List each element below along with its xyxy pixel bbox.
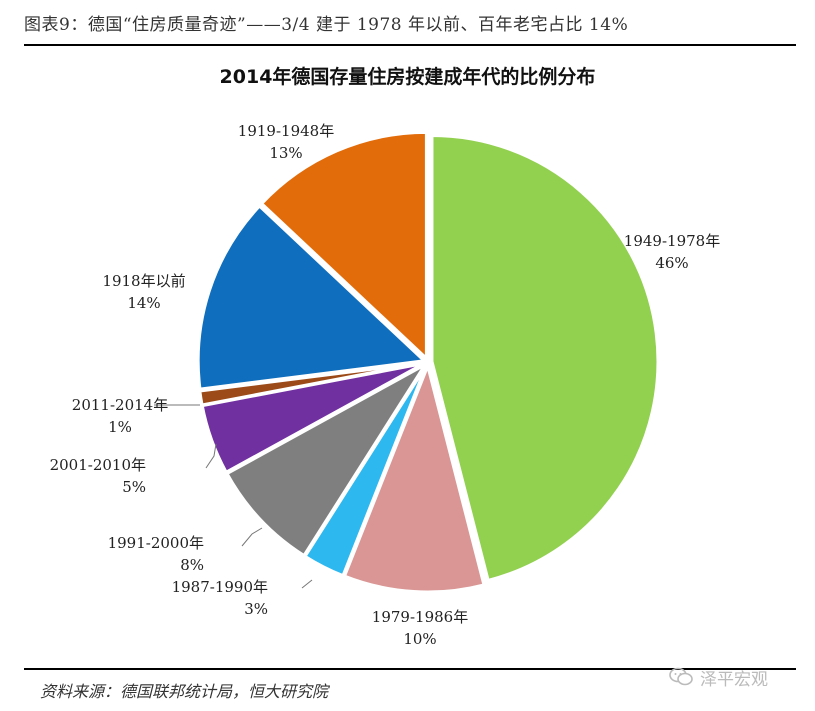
slice-percent-1987-1990: 3% xyxy=(244,600,268,618)
slice-percent-1919-1948: 13% xyxy=(269,144,302,162)
source-note: 资料来源：德国联邦统计局，恒大研究院 xyxy=(40,682,329,701)
slice-percent-1918: 14% xyxy=(127,294,160,312)
slice-percent-1991-2000: 8% xyxy=(180,556,204,574)
pie-slice-1991-2000 xyxy=(225,363,427,558)
leader-line-2001-2010 xyxy=(205,443,217,469)
slice-label-2011-2014: 2011-2014年 xyxy=(72,396,168,414)
wechat-icon xyxy=(669,667,693,686)
watermark: 泽平宏观 xyxy=(668,662,808,692)
slice-label-1949-1978: 1949-1978年 xyxy=(624,232,720,250)
leader-line-1987-1990 xyxy=(301,579,313,589)
pie-slice-1979-1986 xyxy=(342,361,486,594)
top-divider xyxy=(24,44,796,46)
slice-label-2001-2010: 2001-2010年 xyxy=(50,456,146,474)
slice-percent-1949-1978: 46% xyxy=(655,254,688,272)
slice-label-1919-1948: 1919-1948年 xyxy=(238,122,334,140)
figure-title: 图表9：德国“住房质量奇迹”——3/4 建于 1978 年以前、百年老宅占比 1… xyxy=(24,15,629,35)
pie-slice-1949-1978 xyxy=(430,133,660,583)
pie-slice-2011-2014 xyxy=(198,361,425,407)
slice-percent-1979-1986: 10% xyxy=(403,630,436,648)
slice-percent-2011-2014: 1% xyxy=(108,418,132,436)
pie-slice-1919-1948 xyxy=(259,130,428,362)
slice-label-1979-1986: 1979-1986年 xyxy=(372,608,468,626)
chart-title: 2014年德国存量住房按建成年代的比例分布 xyxy=(219,66,596,88)
slice-label-1918: 1918年以前 xyxy=(102,272,185,290)
slice-percent-2001-2010: 5% xyxy=(122,478,146,496)
slice-label-1987-1990: 1987-1990年 xyxy=(172,578,268,596)
slice-label-1991-2000: 1991-2000年 xyxy=(108,534,204,552)
leader-line-1991-2000 xyxy=(241,527,263,547)
bottom-divider xyxy=(24,668,796,670)
watermark-text: 泽平宏观 xyxy=(700,669,768,690)
pie-slice-1918 xyxy=(196,203,428,391)
